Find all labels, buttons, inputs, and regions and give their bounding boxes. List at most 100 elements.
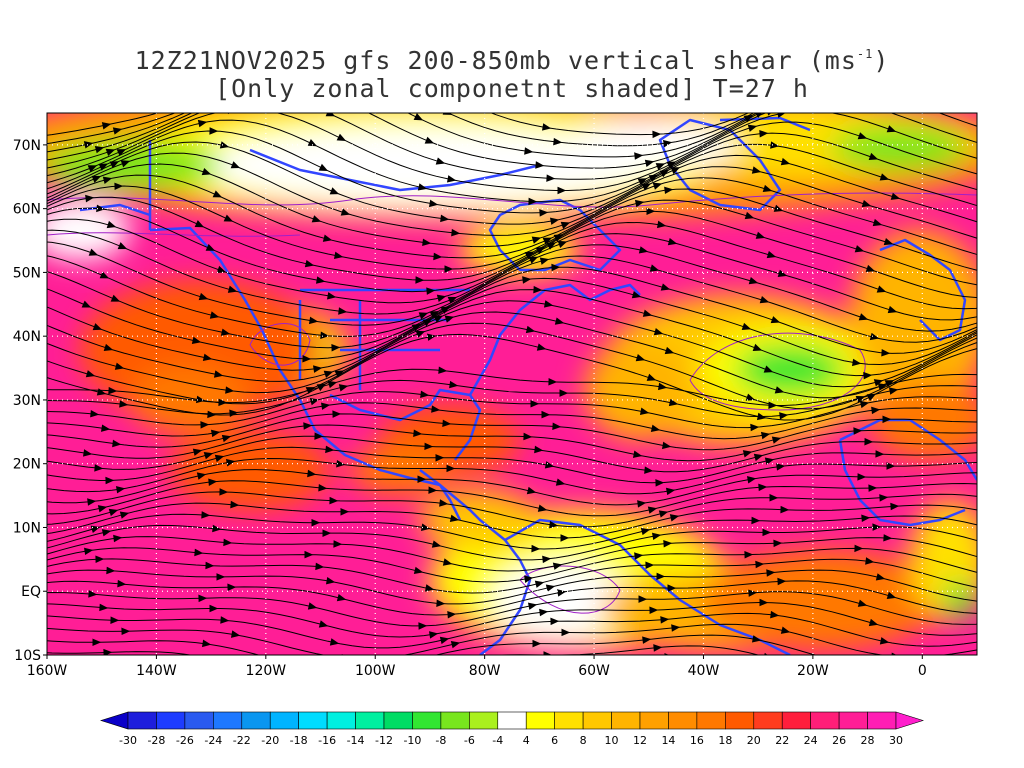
streamline: [47, 391, 977, 429]
streamline-arrow: [635, 354, 646, 362]
streamline-arrow: [634, 199, 645, 208]
streamline-arrow: [541, 410, 551, 419]
streamline-arrow: [541, 123, 552, 131]
streamline-arrow: [664, 346, 675, 355]
streamline-arrow: [853, 427, 863, 435]
streamline-arrow: [539, 209, 549, 217]
streamline-arrow: [868, 618, 879, 627]
streamline-arrow: [326, 292, 337, 300]
streamline-arrow: [768, 401, 778, 410]
streamline-arrow: [336, 133, 347, 141]
streamline-arrow: [764, 457, 775, 465]
streamline-arrow: [777, 113, 786, 118]
streamline-arrow: [556, 589, 567, 597]
colorbar-swatch: [213, 711, 243, 730]
streamline-arrow: [413, 566, 424, 575]
streamline-arrow: [549, 520, 559, 529]
streamline: [47, 113, 977, 191]
streamline-arrow: [439, 636, 450, 645]
streamline: [47, 174, 977, 259]
streamline-arrow: [663, 539, 673, 548]
plot-title-line2: [Only zonal componetnt shaded] T=27 h: [215, 74, 809, 103]
streamline: [47, 113, 750, 136]
streamline-arrow: [307, 602, 318, 610]
streamline-arrow: [760, 431, 771, 440]
streamline: [47, 480, 977, 517]
streamline-arrow: [634, 152, 644, 160]
colorbar-label: -24: [204, 734, 222, 747]
streamline-arrow: [753, 453, 764, 462]
lat-tick-label: 20N: [13, 457, 41, 473]
streamline-arrow: [98, 163, 109, 171]
streamline-arrow: [216, 265, 227, 274]
streamline-arrow: [751, 635, 762, 643]
streamline-arrow: [194, 548, 204, 557]
streamline-arrow: [202, 353, 213, 362]
streamline-arrow: [759, 129, 769, 138]
streamline-arrow: [108, 386, 118, 395]
colorbar-label: 24: [804, 734, 818, 747]
streamline-arrow: [108, 508, 119, 517]
streamline-arrow: [329, 638, 340, 646]
streamline-arrow: [94, 464, 104, 472]
streamline-arrow: [552, 562, 563, 570]
streamline-arrow: [415, 330, 426, 338]
streamline: [47, 300, 977, 388]
streamline-arrow: [755, 231, 766, 239]
streamline-arrow: [103, 648, 113, 655]
colorbar-swatch: [639, 711, 669, 730]
streamline-arrow: [413, 113, 424, 121]
streamline-arrow: [550, 617, 560, 626]
streamline-arrow: [644, 159, 655, 168]
streamline-arrow: [225, 458, 236, 467]
streamline-arrow: [854, 245, 865, 253]
streamline-arrow: [424, 584, 435, 592]
streamline-arrow: [207, 410, 217, 419]
streamline-arrow: [890, 502, 900, 511]
streamline-arrow: [561, 628, 571, 637]
streamline-arrow: [212, 524, 222, 533]
lon-tick-label: 120W: [246, 663, 287, 679]
streamline-arrow: [542, 237, 553, 245]
streamline-arrow: [875, 450, 885, 458]
streamline-arrow: [336, 593, 347, 602]
streamline-arrow: [638, 246, 649, 254]
colorbar-label: -10: [403, 734, 421, 747]
streamline-arrow: [746, 476, 757, 484]
streamline-arrow: [331, 343, 341, 352]
streamline: [47, 266, 977, 354]
streamline-arrow: [888, 387, 899, 395]
streamline-arrow: [113, 534, 123, 543]
streamline-arrow: [333, 540, 343, 548]
streamline-arrow: [655, 479, 665, 487]
streamline-arrow: [762, 528, 772, 537]
streamline-arrow: [552, 422, 562, 431]
streamline-arrow: [100, 424, 111, 432]
streamline-arrow: [302, 355, 312, 363]
streamline-arrow: [748, 277, 759, 285]
streamline-arrow: [525, 325, 536, 334]
streamline-arrow: [312, 365, 323, 373]
streamline-arrow: [560, 221, 571, 229]
streamline-arrow: [451, 228, 461, 237]
streamline-arrow: [315, 276, 326, 284]
streamline-arrow: [546, 242, 557, 250]
streamline-arrow: [88, 590, 98, 598]
streamline-arrow: [115, 486, 126, 494]
streamline-arrow: [864, 437, 874, 446]
streamline-arrow: [220, 616, 230, 624]
streamline-arrow: [641, 183, 652, 191]
streamline-arrow: [318, 163, 329, 171]
streamline-arrow: [779, 412, 789, 420]
streamline-arrow: [191, 336, 202, 345]
streamline: [47, 491, 977, 528]
streamline-arrow: [638, 595, 648, 603]
streamline-arrow: [875, 573, 886, 581]
streamline-arrow: [854, 544, 864, 553]
streamline-arrow: [667, 584, 677, 592]
streamline-arrow: [536, 343, 547, 351]
streamline-arrow: [745, 393, 756, 401]
streamline-arrow: [647, 506, 658, 514]
streamline: [47, 623, 977, 655]
streamline-arrow: [877, 383, 888, 391]
